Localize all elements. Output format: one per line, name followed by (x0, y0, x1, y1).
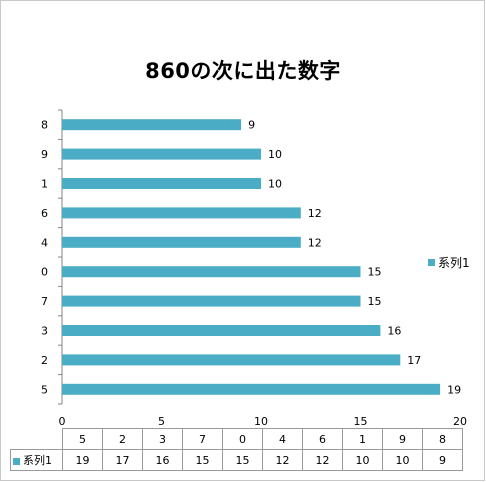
x-tick-label: 10 (254, 415, 268, 428)
bar (62, 266, 361, 278)
data-label: 17 (407, 354, 421, 367)
y-tick-label: 5 (41, 383, 48, 396)
data-table-category: 6 (302, 428, 343, 450)
x-tick-label: 0 (59, 415, 66, 428)
bar (62, 325, 381, 336)
legend: 系列1 (428, 254, 470, 271)
data-label: 10 (268, 178, 282, 191)
x-tick-label: 5 (158, 415, 165, 428)
y-tick-label: 1 (41, 178, 48, 191)
data-table-category: 1 (342, 428, 383, 450)
data-table-series-name: 系列1 (10, 449, 63, 471)
data-label: 9 (248, 119, 255, 132)
x-tick-label: 20 (453, 415, 467, 428)
data-label: 10 (268, 148, 282, 161)
y-tick-label: 9 (41, 148, 48, 161)
chart-title: 860の次に出た数字 (145, 59, 341, 83)
y-tick-label: 4 (41, 236, 48, 249)
data-label: 12 (308, 236, 322, 249)
data-label: 15 (368, 295, 382, 308)
y-tick-label: 3 (41, 325, 48, 338)
data-label: 19 (447, 383, 461, 396)
data-table-category: 5 (62, 428, 103, 450)
data-table-value: 12 (262, 449, 303, 471)
data-table-value: 19 (62, 449, 103, 471)
x-tick-label: 15 (354, 415, 368, 428)
data-table-header-row: 5 2 3 7 0 4 6 1 9 8 (10, 428, 463, 450)
data-table-value: 15 (182, 449, 223, 471)
bar (62, 207, 301, 219)
bar (62, 236, 301, 248)
bar (62, 295, 361, 307)
data-table-value: 10 (382, 449, 423, 471)
data-label: 12 (308, 207, 322, 220)
y-tick-label: 8 (41, 119, 48, 132)
bar (62, 119, 242, 131)
data-table-value: 15 (222, 449, 263, 471)
data-table-category: 9 (382, 428, 423, 450)
data-table: 5 2 3 7 0 4 6 1 9 8 系列1 19 17 16 15 15 1… (10, 428, 463, 471)
data-table-category: 8 (422, 428, 463, 450)
data-table-category: 3 (142, 428, 183, 450)
data-table-swatch (13, 457, 20, 465)
data-table-value: 12 (302, 449, 343, 471)
bar (62, 354, 401, 366)
data-table-category: 2 (102, 428, 143, 450)
data-table-value: 16 (142, 449, 183, 471)
data-table-category: 0 (222, 428, 263, 450)
data-label: 16 (387, 325, 401, 338)
data-table-corner (10, 428, 63, 450)
y-tick-label: 6 (41, 207, 48, 220)
bar (62, 178, 261, 189)
data-label: 15 (368, 266, 382, 279)
bar (62, 383, 441, 395)
legend-label: 系列1 (438, 256, 470, 270)
data-table-value: 17 (102, 449, 143, 471)
data-table-value: 9 (422, 449, 463, 471)
legend-swatch (428, 259, 435, 266)
y-tick-label: 7 (41, 295, 48, 308)
y-tick-label: 2 (41, 354, 48, 367)
bar (62, 148, 261, 160)
data-table-series-label: 系列1 (23, 454, 52, 467)
y-tick-label: 0 (41, 266, 48, 279)
data-table-series-row: 系列1 19 17 16 15 15 12 12 10 10 9 (10, 449, 463, 471)
data-table-value: 10 (342, 449, 383, 471)
data-table-category: 7 (182, 428, 223, 450)
data-table-category: 4 (262, 428, 303, 450)
